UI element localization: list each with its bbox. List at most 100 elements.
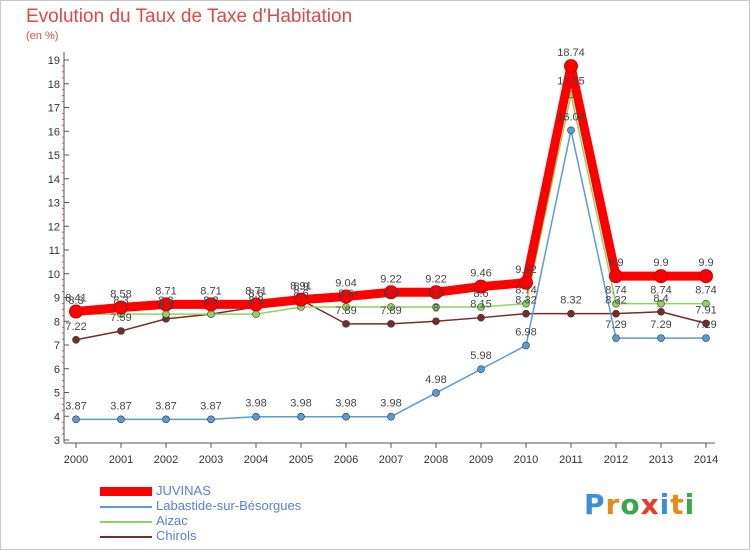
data-label-3: 8.15: [470, 299, 491, 311]
y-axis-unit: (en %): [26, 30, 59, 42]
logo-letter: i: [684, 488, 696, 521]
data-point-0: [384, 285, 398, 300]
y-tick-label: 14: [48, 174, 60, 186]
data-point-3: [387, 320, 395, 328]
data-label-1: 7.29: [605, 319, 626, 331]
y-tick-label: 6: [54, 364, 60, 376]
data-point-1: [117, 415, 125, 424]
data-label-3: 7.89: [335, 305, 356, 317]
logo-letter: t: [670, 488, 685, 521]
y-tick-label: 13: [48, 198, 60, 210]
x-tick-label: 2014: [694, 454, 718, 466]
data-point-1: [162, 415, 170, 424]
data-point-2: [252, 310, 260, 318]
logo-letter: x: [640, 488, 660, 521]
data-label-1: 16.04: [557, 111, 585, 123]
data-label-0: 8.41: [65, 293, 86, 305]
data-label-3: 8.32: [560, 295, 581, 307]
data-point-1: [477, 365, 485, 374]
legend-label-aizac: Aizac: [156, 513, 188, 528]
data-point-0: [159, 297, 173, 312]
y-tick-label: 10: [48, 269, 60, 281]
x-tick-label: 2008: [424, 454, 448, 466]
data-point-3: [432, 317, 440, 326]
data-point-3: [342, 320, 350, 328]
legend-item-chirols[interactable]: Chirols: [100, 528, 400, 544]
data-label-1: 3.98: [245, 398, 266, 410]
data-label-0: 8.71: [245, 285, 266, 297]
logo-letter: o: [620, 488, 641, 521]
data-point-2: [207, 310, 215, 318]
data-point-1: [657, 334, 665, 342]
y-tick-label: 11: [49, 245, 60, 257]
data-label-2: 8.6: [428, 288, 443, 300]
data-point-0: [114, 300, 128, 315]
data-point-0: [519, 275, 533, 290]
data-point-1: [72, 415, 80, 424]
data-label-1: 7.29: [650, 319, 671, 331]
data-label-2: 8.3: [248, 295, 263, 307]
legend-item-aizac[interactable]: Aizac: [100, 513, 400, 529]
data-label-0: 8.58: [110, 288, 131, 300]
data-label-0: 8.71: [200, 285, 221, 297]
data-label-2: 8.6: [383, 288, 398, 300]
legend-swatch-aizac: [100, 521, 152, 523]
data-label-1: 3.98: [290, 398, 311, 410]
legend-item-labastide[interactable]: Labastide-sur-Bésorgues: [100, 498, 400, 514]
data-label-3: 7.22: [65, 321, 86, 333]
data-point-1: [207, 415, 215, 424]
data-point-3: [72, 335, 80, 344]
y-tick-label: 16: [48, 126, 60, 138]
legend-label-labastide: Labastide-sur-Bésorgues: [156, 498, 302, 513]
data-point-1: [567, 126, 575, 135]
x-tick-label: 2003: [199, 454, 223, 466]
data-point-0: [339, 289, 353, 304]
data-point-3: [702, 319, 710, 328]
data-label-1: 3.98: [380, 398, 401, 410]
data-point-1: [387, 412, 395, 421]
data-label-3: 8.9: [293, 281, 308, 293]
legend-swatch-labastide: [100, 506, 152, 508]
x-tick-label: 2011: [559, 454, 583, 466]
data-label-0: 9.04: [335, 278, 356, 290]
data-point-3: [612, 309, 620, 318]
data-point-1: [612, 334, 620, 342]
data-point-2: [702, 299, 710, 308]
y-tick-label: 12: [48, 221, 60, 233]
data-label-1: 6.98: [515, 326, 536, 338]
legend-item-juvinas[interactable]: JUVINAS: [100, 483, 400, 499]
data-label-1: 3.87: [65, 400, 86, 412]
y-tick-label: 4: [54, 411, 60, 423]
data-label-2: 8.74: [650, 285, 671, 297]
data-label-0: 8.91: [290, 281, 311, 293]
y-tick-label: 19: [48, 55, 60, 67]
x-tick-label: 2010: [514, 454, 538, 466]
legend-label-juvinas: JUVINAS: [156, 483, 211, 498]
y-tick-label: 8: [54, 316, 60, 328]
data-label-0: 9.46: [470, 268, 491, 280]
data-label-0: 18.74: [557, 47, 585, 59]
data-label-0: 9.9: [698, 257, 713, 269]
data-point-1: [702, 334, 710, 342]
data-point-0: [294, 292, 308, 307]
data-point-0: [204, 297, 218, 312]
data-label-0: 9.9: [653, 257, 668, 269]
logo-letter: P: [584, 488, 606, 521]
y-tick-label: 3: [54, 435, 60, 447]
data-point-2: [387, 303, 395, 311]
y-tick-label: 5: [54, 388, 60, 400]
data-point-2: [612, 299, 620, 308]
data-label-1: 3.87: [155, 400, 176, 412]
data-label-3: 8: [433, 302, 439, 314]
data-point-1: [432, 389, 440, 397]
data-label-2: 8.3: [203, 295, 218, 307]
legend-swatch-chirols: [100, 536, 152, 538]
data-point-3: [117, 327, 125, 335]
data-label-1: 5.98: [470, 350, 491, 362]
y-tick-label: 9: [54, 293, 60, 305]
data-point-3: [657, 307, 665, 316]
data-label-0: 9.9: [608, 257, 623, 269]
data-label-1: 3.98: [335, 398, 356, 410]
data-label-1: 3.87: [110, 400, 131, 412]
